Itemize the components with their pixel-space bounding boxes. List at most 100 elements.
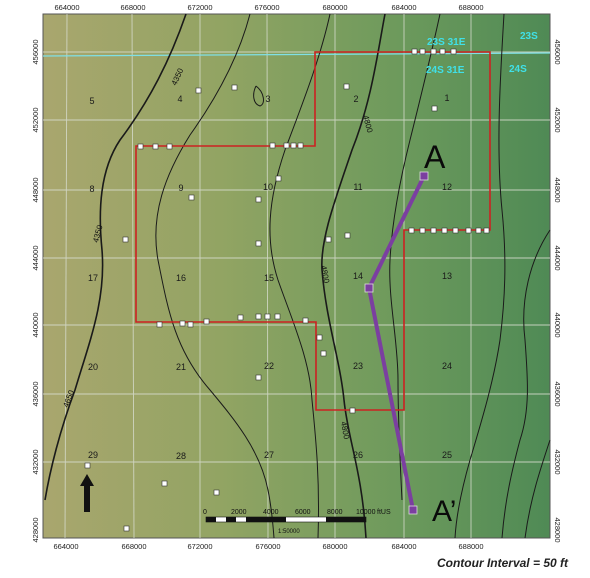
well-markers xyxy=(84,48,490,532)
section-number: 21 xyxy=(176,362,186,372)
section-number: 14 xyxy=(353,271,363,281)
township-label: 23S xyxy=(520,31,538,42)
well-marker xyxy=(156,321,163,328)
contour-label: 4800 xyxy=(319,265,331,285)
scale-tick-label: 4000 xyxy=(263,509,279,516)
section-number: 20 xyxy=(88,362,98,372)
scale-tick-label: 0 xyxy=(203,509,207,516)
contour-line xyxy=(253,85,264,107)
well-marker xyxy=(152,143,159,150)
lease-boundary xyxy=(135,51,491,411)
y-tick-labels-left: 456000 452000 448000 444000 440000 43600… xyxy=(31,39,40,542)
y-tick-label: 440000 xyxy=(553,312,562,337)
section-number: 22 xyxy=(264,361,274,371)
well-marker xyxy=(439,48,446,55)
section-number: 13 xyxy=(442,271,452,281)
section-number: 27 xyxy=(264,450,274,460)
scale-bar: 0 2000 4000 6000 8000 10000 ftUS 1:50000 xyxy=(203,509,391,535)
well-marker xyxy=(419,227,426,234)
well-marker xyxy=(316,334,323,341)
section-number: 4 xyxy=(177,94,182,104)
well-marker xyxy=(475,227,482,234)
y-tick-label: 436000 xyxy=(31,381,40,406)
well-marker xyxy=(166,143,173,150)
x-tick-labels-bottom: 664000 668000 672000 676000 680000 68400… xyxy=(53,542,483,551)
section-number: 2 xyxy=(353,94,358,104)
well-marker xyxy=(255,374,262,381)
well-marker xyxy=(237,314,244,321)
well-marker xyxy=(419,48,426,55)
cross-section-point-a-prime xyxy=(408,505,418,515)
section-number: 23 xyxy=(353,361,363,371)
section-number: 15 xyxy=(264,273,274,283)
well-marker xyxy=(123,525,130,532)
contour-line xyxy=(524,439,551,539)
scale-tick-label: 10000 xyxy=(356,509,376,516)
section-number: 10 xyxy=(263,182,273,192)
cross-section: A A’ xyxy=(364,139,456,528)
scale-tick-label: 2000 xyxy=(231,509,247,516)
x-tick-label: 680000 xyxy=(322,542,347,551)
contour-line xyxy=(454,13,506,539)
x-tick-label: 680000 xyxy=(322,3,347,12)
township-label: 24S 31E xyxy=(426,65,465,76)
contour-label: 4800 xyxy=(339,421,351,441)
y-tick-labels-right: 456000 452000 448000 444000 440000 43600… xyxy=(553,39,562,542)
y-tick-label: 440000 xyxy=(31,312,40,337)
section-number: 3 xyxy=(265,94,270,104)
well-marker xyxy=(349,407,356,414)
township-label: 24S xyxy=(509,64,527,75)
y-tick-label: 444000 xyxy=(31,245,40,270)
y-tick-label: 456000 xyxy=(31,39,40,64)
well-marker xyxy=(122,236,129,243)
contour-line xyxy=(501,229,551,539)
scale-tick-label: 6000 xyxy=(295,509,311,516)
y-tick-label: 432000 xyxy=(553,449,562,474)
township-label: 23S 31E xyxy=(427,37,466,48)
x-tick-label: 672000 xyxy=(187,542,212,551)
north-arrow-icon xyxy=(80,474,94,512)
well-marker xyxy=(325,236,332,243)
x-tick-labels-top: 664000 668000 672000 676000 680000 68400… xyxy=(54,3,483,12)
x-tick-label: 676000 xyxy=(255,542,280,551)
scale-ratio: 1:50000 xyxy=(278,529,300,535)
x-tick-label: 676000 xyxy=(254,3,279,12)
y-tick-label: 452000 xyxy=(553,107,562,132)
well-marker xyxy=(408,227,415,234)
contour-line xyxy=(269,13,331,539)
section-number: 16 xyxy=(176,273,186,283)
section-number: 1 xyxy=(444,93,449,103)
well-marker xyxy=(302,317,309,324)
cross-section-label-a-prime: A’ xyxy=(432,495,456,528)
well-marker xyxy=(343,83,350,90)
section-number: 24 xyxy=(442,361,452,371)
well-marker xyxy=(431,105,438,112)
well-marker xyxy=(137,143,144,150)
well-marker xyxy=(452,227,459,234)
well-marker xyxy=(203,318,210,325)
section-number: 12 xyxy=(442,182,452,192)
well-marker xyxy=(483,227,490,234)
y-tick-label: 448000 xyxy=(31,177,40,202)
x-tick-label: 688000 xyxy=(458,3,483,12)
section-number: 9 xyxy=(178,183,183,193)
map-frame xyxy=(42,13,551,539)
well-marker xyxy=(297,142,304,149)
cross-section-bend-point xyxy=(364,283,374,293)
well-marker xyxy=(441,227,448,234)
x-tick-label: 684000 xyxy=(391,3,416,12)
section-number: 5 xyxy=(89,96,94,106)
y-tick-label: 448000 xyxy=(553,177,562,202)
y-tick-label: 432000 xyxy=(31,449,40,474)
contour-line xyxy=(321,13,386,539)
contour-line xyxy=(44,13,187,501)
y-tick-label: 428000 xyxy=(31,517,40,542)
well-marker xyxy=(213,489,220,496)
well-marker xyxy=(179,320,186,327)
contour-interval-caption: Contour Interval = 50 ft xyxy=(436,556,568,570)
well-marker xyxy=(231,84,238,91)
well-marker xyxy=(283,142,290,149)
well-marker xyxy=(161,480,168,487)
well-marker xyxy=(84,462,91,469)
